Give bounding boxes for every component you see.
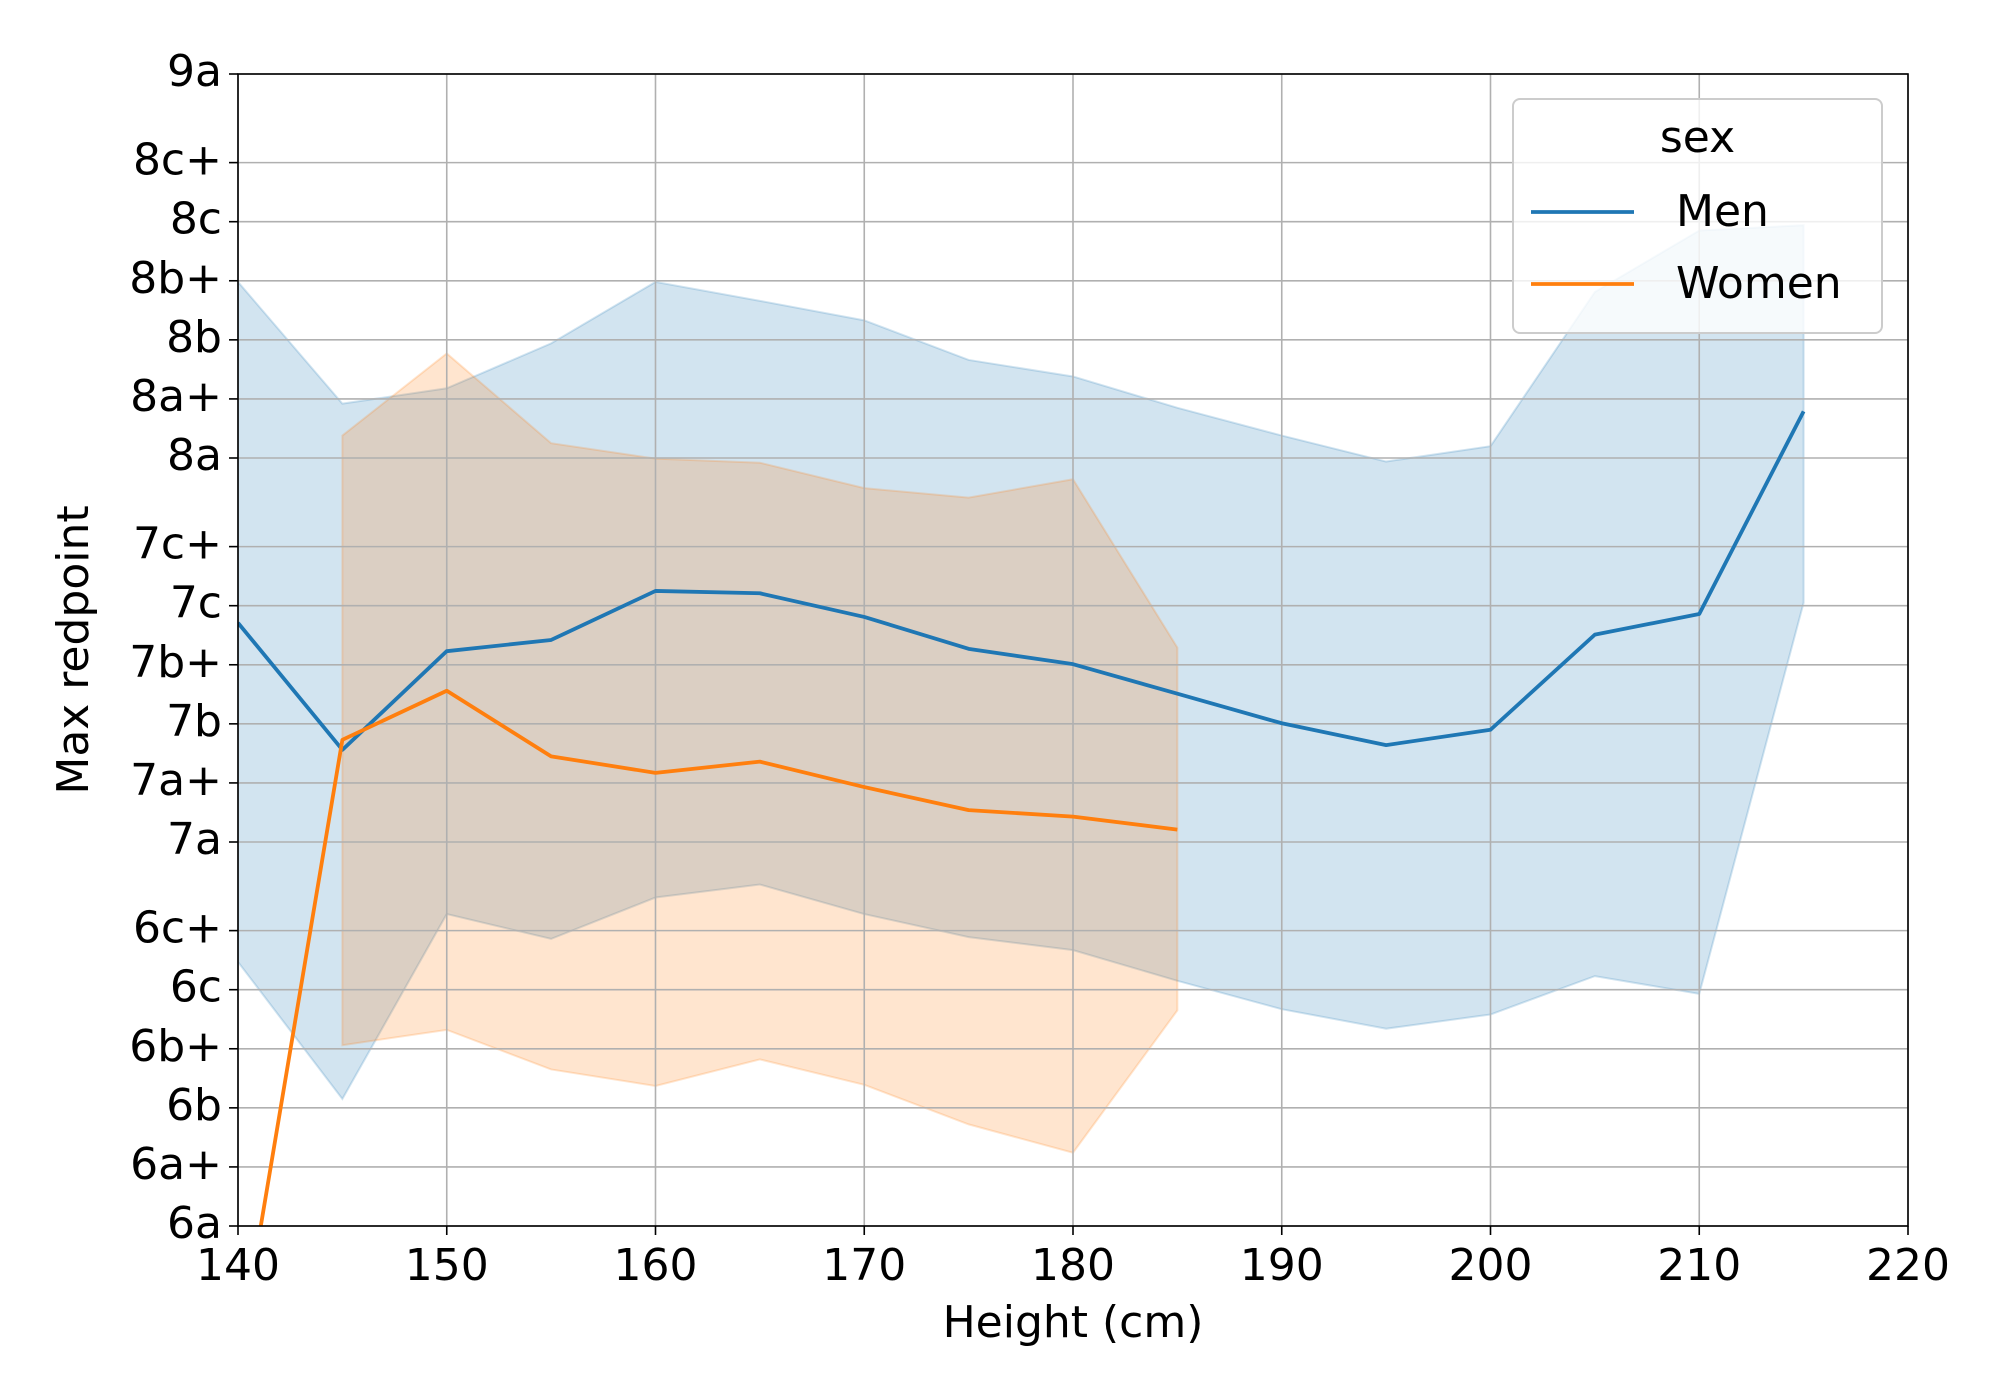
bands [238,224,1805,1154]
series-line [258,688,1178,1226]
y-tick-label: 8c [170,194,222,245]
y-tick-label: 6a+ [130,1139,222,1190]
ticks: 140 150 160 170 180 190 200 210 220 6a 6a+ 6b 6b+ 6c 6… [129,46,1950,1291]
x-tick-label: 180 [1031,1240,1115,1291]
confidence-band [238,224,1805,1101]
y-tick-label: 6a [167,1198,222,1249]
y-tick-label: 8a+ [130,371,222,422]
y-tick-label: 8c+ [133,135,222,186]
x-tick-label: 140 [196,1240,280,1291]
x-tick-label: 190 [1240,1240,1324,1291]
series-line [238,410,1806,752]
y-tick-label: 8a [167,430,222,481]
legend-box [1512,98,1883,334]
y-tick-label: 7c+ [133,519,222,570]
x-tick-label: 220 [1866,1240,1950,1291]
x-tick-label: 160 [614,1240,698,1291]
legend-title: sex [1660,112,1735,163]
legend-label: Women [1676,258,1842,309]
y-tick-label: 7a [167,814,222,865]
y-tick-label: 6b+ [129,1021,222,1072]
y-tick-label: 7a+ [130,755,222,806]
x-tick-label: 200 [1449,1240,1533,1291]
x-tick-label: 210 [1657,1240,1741,1291]
x-tick-label: 170 [822,1240,906,1291]
y-axis-label: Max redpoint [48,505,99,794]
x-tick-label: 150 [405,1240,489,1291]
y-tick-label: 7b+ [129,637,222,688]
y-tick-label: 8b [166,312,222,363]
legend: sex Men Women [1512,98,1883,334]
legend-label: Men [1676,186,1769,237]
y-tick-label: 7c [170,578,222,629]
y-tick-label: 6b [166,1080,222,1131]
lines [238,410,1806,1226]
y-tick-label: 6c [170,962,222,1013]
x-axis-label: Height (cm) [943,1297,1204,1348]
y-tick-label: 8b+ [129,253,222,304]
y-tick-label: 7b [166,696,222,747]
y-tick-label: 9a [167,46,222,97]
y-tick-label: 6c+ [133,903,222,954]
